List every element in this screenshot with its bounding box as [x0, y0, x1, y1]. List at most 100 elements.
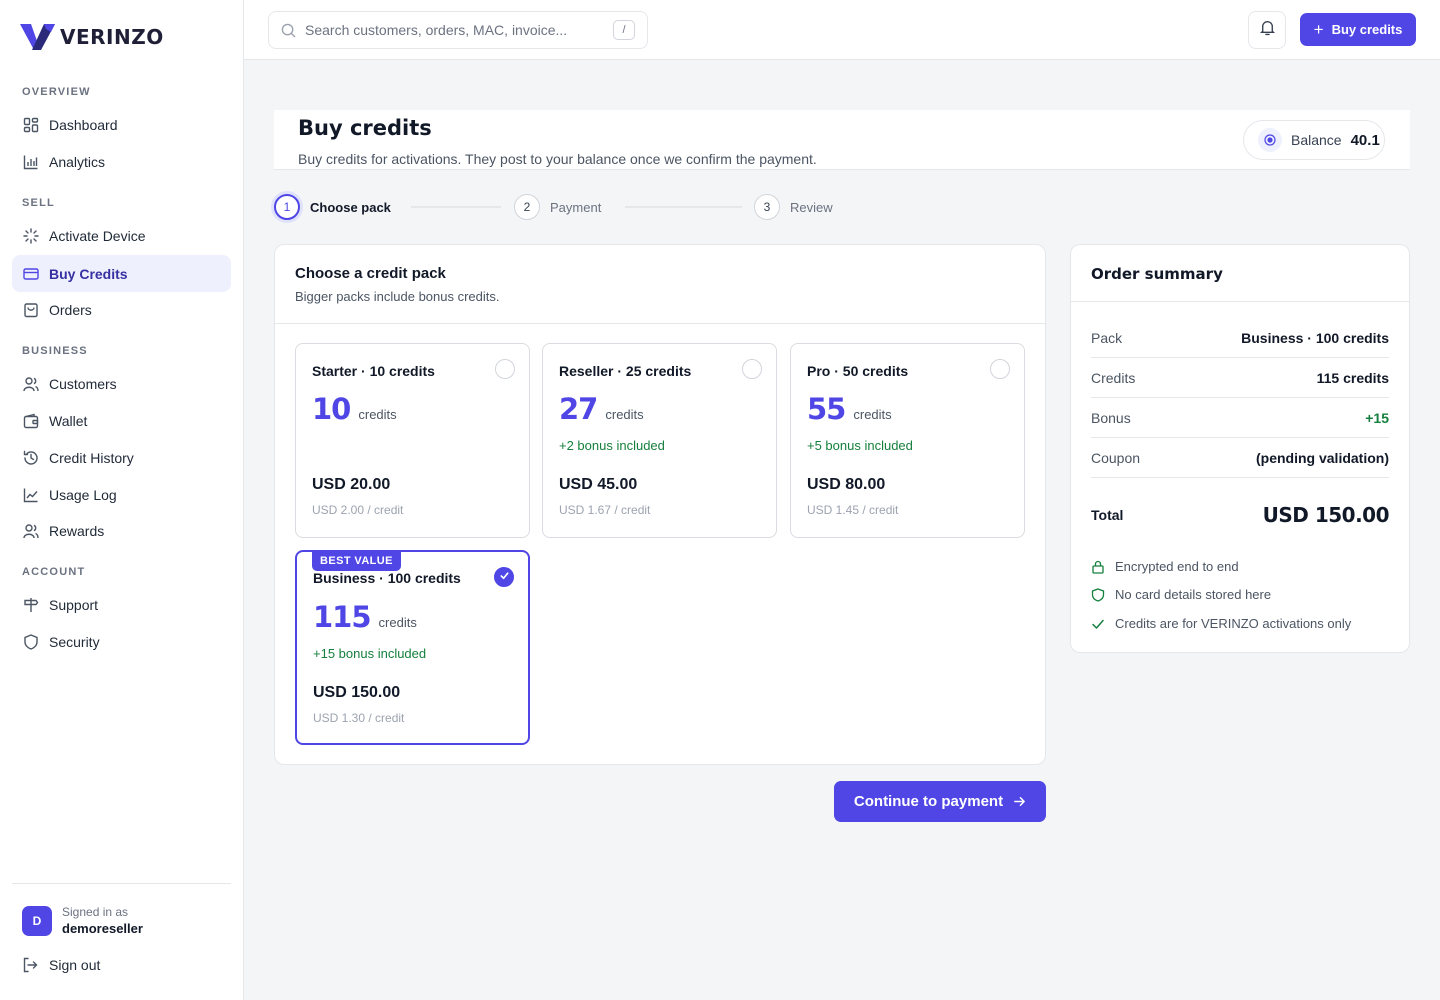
- buy-credits-button[interactable]: + Buy credits: [1300, 13, 1416, 46]
- pack-radio[interactable]: [495, 359, 515, 379]
- summary-row-pack: Pack Business · 100 credits: [1091, 318, 1389, 358]
- pack-per-credit: USD 1.67 / credit: [559, 503, 651, 517]
- user-info: D Signed in as demoreseller: [22, 905, 143, 936]
- balance-value: 40.1: [1350, 131, 1380, 149]
- search-box[interactable]: /: [268, 11, 648, 49]
- balance-badge: Balance 40.1: [1243, 120, 1385, 160]
- feature-encrypted: Encrypted end to end: [1091, 559, 1239, 574]
- sidebar-item-label: Security: [49, 633, 100, 650]
- search-input[interactable]: [305, 22, 595, 38]
- balance-label: Balance: [1291, 132, 1342, 148]
- feature-activations-only: Credits are for VERINZO activations only: [1091, 616, 1351, 631]
- feature-no-card: No card details stored here: [1091, 587, 1271, 602]
- total-label: Total: [1091, 507, 1124, 523]
- sidebar-item-rewards[interactable]: Rewards: [12, 512, 231, 549]
- summary-divider: [1071, 301, 1409, 302]
- pack-radio-checked[interactable]: [494, 567, 514, 587]
- continue-to-payment-button[interactable]: Continue to payment: [834, 781, 1046, 822]
- brand-logo[interactable]: VERINZO: [20, 22, 164, 52]
- feature-text: Credits are for VERINZO activations only: [1115, 616, 1352, 631]
- summary-key: Bonus: [1091, 409, 1131, 426]
- shield-icon: [22, 633, 39, 650]
- page-title: Buy credits: [298, 116, 432, 140]
- nav-section-account: ACCOUNT: [22, 566, 86, 578]
- step-number: 3: [754, 194, 780, 220]
- sidebar-item-customers[interactable]: Customers: [12, 365, 231, 402]
- credit-card-icon: [22, 265, 39, 282]
- log-out-icon: [22, 957, 39, 974]
- sidebar-item-label: Credit History: [49, 449, 134, 466]
- step-choose-pack[interactable]: 1 Choose pack: [274, 194, 391, 220]
- step-label: Payment: [550, 199, 602, 215]
- users-icon: [22, 375, 39, 392]
- pack-price: USD 20.00: [312, 476, 391, 493]
- pack-credits: 115: [313, 600, 372, 634]
- sidebar-item-label: Wallet: [49, 412, 88, 429]
- sidebar-item-security[interactable]: Security: [12, 623, 231, 660]
- best-value-badge: BEST VALUE: [312, 551, 401, 571]
- sidebar-item-buy-credits[interactable]: Buy Credits: [12, 255, 231, 292]
- notifications-button[interactable]: [1248, 11, 1286, 49]
- sidebar-item-orders[interactable]: Orders: [12, 291, 231, 328]
- summary-row-bonus: Bonus +15: [1091, 398, 1389, 438]
- sidebar-item-label: Buy Credits: [49, 265, 128, 282]
- pack-card-business[interactable]: BEST VALUE Business · 100 credits 115 cre…: [295, 550, 530, 745]
- sidebar-item-label: Rewards: [49, 522, 105, 539]
- pack-name: Reseller · 25 credits: [559, 363, 692, 379]
- step-review[interactable]: 3 Review: [754, 194, 833, 220]
- sidebar-item-wallet[interactable]: Wallet: [12, 402, 231, 439]
- pack-credits-unit: credits: [853, 407, 892, 422]
- check-icon: [1091, 617, 1107, 631]
- sidebar-item-analytics[interactable]: Analytics: [12, 143, 231, 180]
- pack-credits-unit: credits: [358, 407, 397, 422]
- topbar: / + Buy credits: [244, 0, 1440, 60]
- step-label: Review: [790, 199, 833, 215]
- sidebar-item-activate-device[interactable]: Activate Device: [12, 217, 231, 254]
- sidebar-item-usage-log[interactable]: Usage Log: [12, 476, 231, 513]
- lock-icon: [1091, 560, 1107, 574]
- step-number: 1: [274, 194, 300, 220]
- pack-card-starter[interactable]: Starter · 10 credits 10 credits USD 20.00…: [295, 343, 530, 538]
- pack-price: USD 150.00: [313, 684, 401, 701]
- sidebar-item-support[interactable]: Support: [12, 586, 231, 623]
- brand-name: VERINZO: [60, 25, 164, 49]
- summary-total: Total USD 150.00: [1091, 503, 1390, 527]
- sidebar-divider: [12, 883, 231, 884]
- pack-credits-unit: credits: [605, 407, 644, 422]
- summary-row-coupon: Coupon (pending validation): [1091, 438, 1389, 478]
- avatar: D: [22, 905, 52, 936]
- sidebar-item-label: Usage Log: [49, 486, 117, 503]
- coin-icon: [1258, 128, 1282, 152]
- pack-credits-unit: credits: [378, 615, 417, 630]
- nav-section-overview: OVERVIEW: [22, 86, 91, 98]
- panel-subtitle: Bigger packs include bonus credits.: [295, 289, 500, 304]
- pack-card-reseller[interactable]: Reseller · 25 credits 27 credits +2 bonus…: [542, 343, 777, 538]
- search-shortcut-hint: /: [613, 20, 635, 40]
- summary-row-credits: Credits 115 credits: [1091, 358, 1389, 398]
- pack-credits: 10: [312, 392, 351, 426]
- pack-card-pro[interactable]: Pro · 50 credits 55 credits +5 bonus incl…: [790, 343, 1025, 538]
- summary-key: Coupon: [1091, 449, 1141, 466]
- pack-credits: 27: [559, 392, 598, 426]
- pack-name: Starter · 10 credits: [312, 363, 435, 379]
- summary-value: +15: [1365, 409, 1389, 426]
- step-payment[interactable]: 2 Payment: [514, 194, 601, 220]
- summary-key: Pack: [1091, 329, 1123, 346]
- pack-radio[interactable]: [742, 359, 762, 379]
- history-icon: [22, 449, 39, 466]
- pack-credits: 55: [807, 392, 846, 426]
- sign-out-button[interactable]: Sign out: [12, 947, 231, 983]
- pack-per-credit: USD 1.45 / credit: [807, 503, 899, 517]
- username: demoreseller: [62, 921, 143, 936]
- loader-icon: [22, 227, 39, 244]
- pack-price: USD 45.00: [559, 476, 638, 493]
- pack-radio[interactable]: [990, 359, 1010, 379]
- buy-credits-label: Buy credits: [1331, 22, 1403, 37]
- nav-section-sell: SELL: [22, 197, 55, 209]
- sidebar-item-label: Activate Device: [49, 227, 146, 244]
- bar-chart-icon: [22, 153, 39, 170]
- sidebar-item-dashboard[interactable]: Dashboard: [12, 106, 231, 143]
- sidebar-item-credit-history[interactable]: Credit History: [12, 439, 231, 476]
- feature-text: No card details stored here: [1115, 587, 1272, 602]
- shopping-bag-icon: [22, 301, 39, 318]
